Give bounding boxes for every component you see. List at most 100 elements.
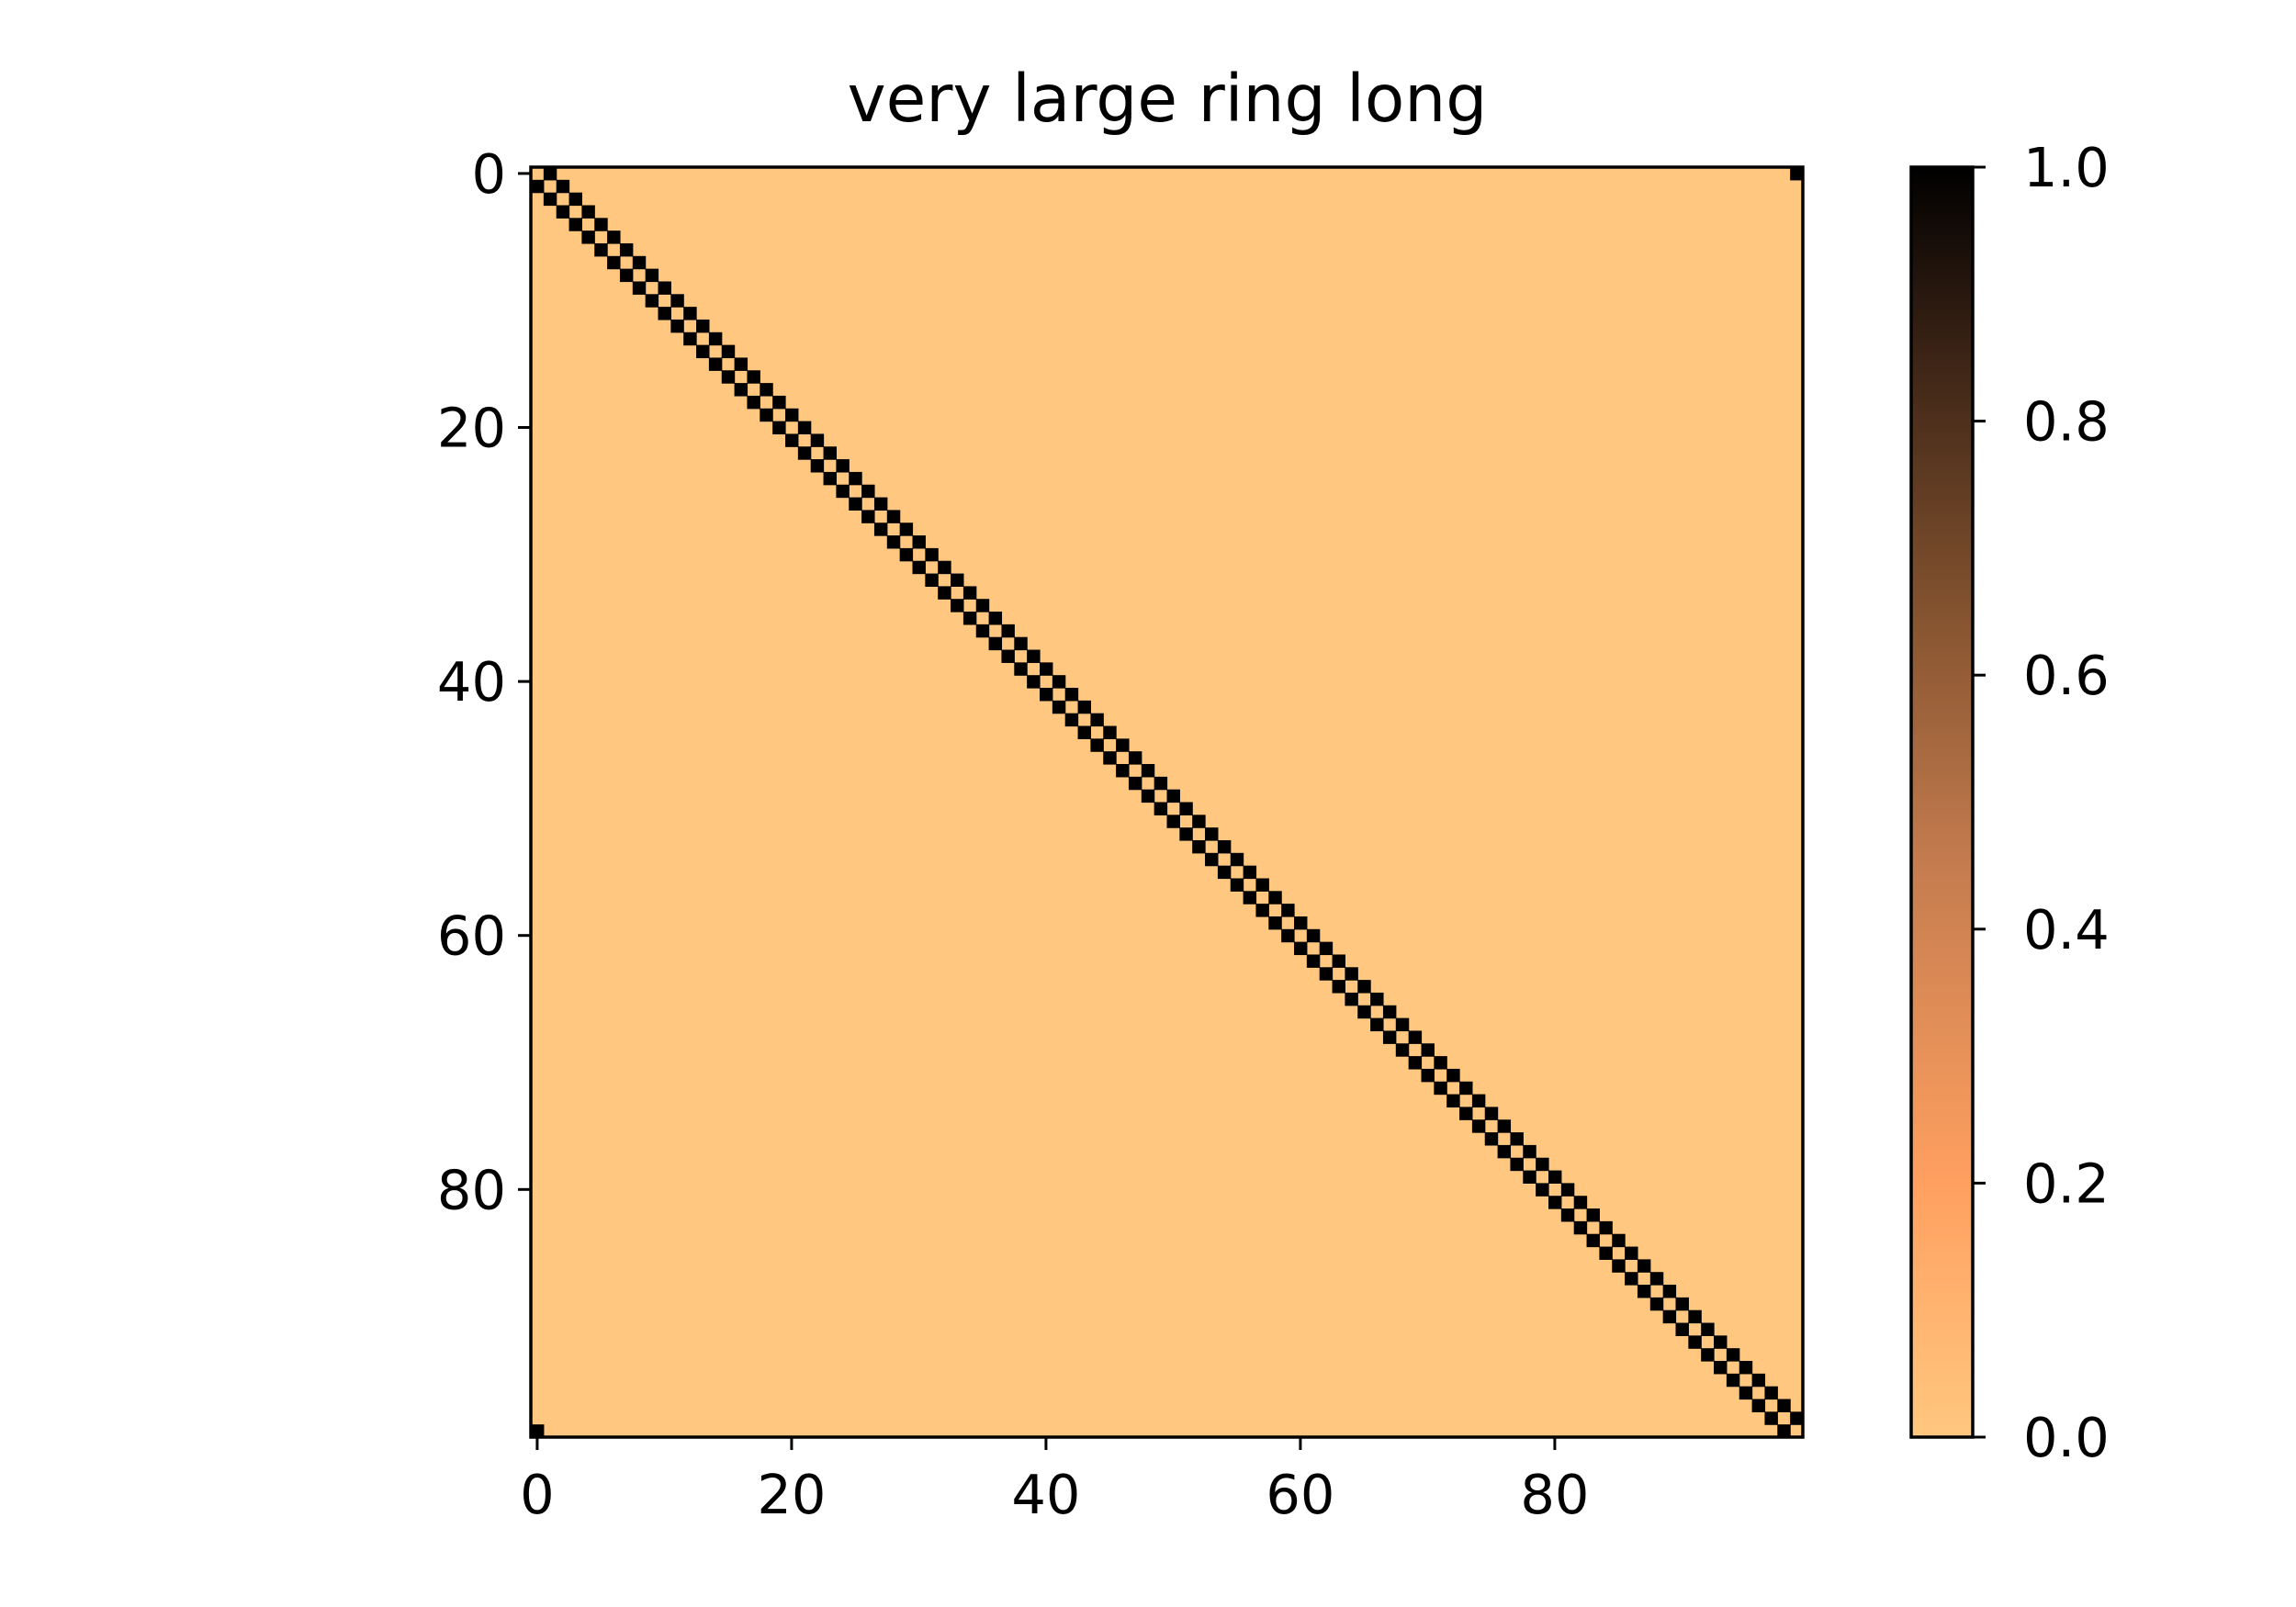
heatmap-cell	[1612, 1233, 1626, 1248]
heatmap-cell	[1599, 1246, 1613, 1260]
heatmap-cell	[1001, 649, 1015, 663]
heatmap-cell	[1625, 1272, 1638, 1286]
heatmap-cell	[1268, 916, 1282, 930]
heatmap-cell	[1739, 1361, 1753, 1375]
heatmap-cell	[1040, 662, 1053, 676]
heatmap-cell	[543, 167, 557, 181]
heatmap-cell	[1649, 1297, 1664, 1311]
heatmap-cell	[1714, 1361, 1728, 1375]
heatmap-cell	[1662, 1309, 1677, 1324]
heatmap-cell	[1395, 1043, 1410, 1057]
heatmap-cell	[810, 433, 825, 447]
heatmap-cell	[1166, 789, 1180, 804]
heatmap-cell	[1345, 992, 1358, 1006]
heatmap-cell	[708, 332, 723, 346]
colorbar-tick-label: 0.8	[2023, 390, 2110, 454]
colorbar	[1911, 167, 1973, 1437]
heatmap-cell	[962, 586, 977, 600]
heatmap-cell	[1701, 1348, 1715, 1362]
heatmap-cell	[1459, 1107, 1473, 1120]
heatmap-cell	[1510, 1157, 1524, 1172]
heatmap-cell	[1128, 776, 1142, 791]
heatmap-cell	[836, 484, 850, 499]
heatmap-cell	[1560, 1208, 1575, 1222]
heatmap-cell	[1382, 1005, 1397, 1019]
heatmap-cell	[670, 294, 684, 308]
heatmap-cell	[1294, 941, 1308, 956]
heatmap-cell	[1052, 675, 1066, 689]
heatmap-cell	[912, 560, 926, 575]
heatmap-cell	[1027, 649, 1041, 663]
heatmap-cell	[760, 408, 773, 422]
heatmap-cell	[1599, 1220, 1613, 1235]
y-tick-label: 60	[437, 905, 506, 968]
heatmap-cell	[658, 307, 671, 320]
chart-title: very large ring long	[848, 61, 1488, 137]
x-tick-label: 40	[1011, 1463, 1080, 1526]
colorbar-frame	[1909, 165, 1975, 1439]
x-tick-label: 20	[757, 1463, 826, 1526]
heatmap-cell	[1179, 802, 1193, 815]
x-tick-label: 0	[520, 1463, 555, 1526]
heatmap-cell	[1790, 1411, 1804, 1425]
colorbar-tick-label: 0.4	[2023, 898, 2110, 961]
heatmap-cell	[1357, 980, 1371, 994]
heatmap-cell	[1014, 636, 1028, 651]
heatmap-cell	[1001, 624, 1015, 638]
heatmap-cell	[1027, 675, 1041, 689]
heatmap-cell	[1471, 1094, 1486, 1108]
y-axis: 0 20 40 60 80	[437, 142, 531, 1221]
heatmap-cell	[1649, 1272, 1664, 1286]
heatmap-cell	[1230, 852, 1244, 867]
y-tick-label: 0	[471, 142, 506, 206]
heatmap-cell	[1497, 1144, 1512, 1159]
heatmap-cell	[1103, 725, 1117, 739]
heatmap-cell	[1370, 1017, 1384, 1032]
colorbar-tick-label: 0.6	[2023, 644, 2110, 707]
heatmap-cell	[861, 484, 875, 499]
colorbar-axis: 0.0 0.2 0.4 0.6 0.8 1.0	[1973, 136, 2110, 1469]
heatmap-cell	[1306, 928, 1321, 943]
heatmap-cell	[975, 624, 990, 638]
heatmap-cell	[1726, 1373, 1740, 1388]
heatmap-cell	[938, 560, 951, 575]
heatmap-cell	[683, 307, 697, 320]
heatmap-cell	[873, 497, 888, 511]
heatmap-cell	[1090, 738, 1104, 752]
heatmap-cell	[632, 255, 647, 270]
heatmap-cell	[1077, 700, 1091, 714]
heatmap-cell	[734, 383, 748, 397]
heatmap-cell	[734, 357, 748, 371]
heatmap-cell	[1382, 1030, 1397, 1044]
heatmap-cell	[1192, 839, 1206, 854]
heatmap-cell	[1370, 992, 1384, 1006]
heatmap-cell	[1255, 878, 1269, 892]
heatmap-cell	[556, 179, 570, 194]
heatmap-cell	[823, 471, 837, 486]
heatmap-cell	[1751, 1373, 1766, 1388]
heatmap-cell	[1281, 904, 1295, 917]
heatmap-cell	[1662, 1285, 1677, 1298]
heatmap-cell	[619, 242, 634, 257]
heatmap-cell	[531, 179, 545, 194]
colorbar-tick-label: 1.0	[2023, 136, 2110, 199]
heatmap-cell	[1586, 1233, 1600, 1248]
heatmap-cell	[836, 459, 850, 473]
heatmap-cell	[1726, 1348, 1740, 1362]
heatmap-cell	[721, 344, 736, 359]
heatmap-cell	[1052, 700, 1066, 714]
colorbar-tick-label: 0.0	[2023, 1406, 2110, 1469]
heatmap-cell	[1116, 738, 1130, 752]
heatmap-cell	[1446, 1094, 1460, 1108]
heatmap-cell	[1141, 764, 1155, 778]
heatmap-cell	[810, 459, 825, 473]
heatmap-cell	[645, 268, 659, 283]
heatmap-cell	[1523, 1144, 1536, 1159]
heatmap-cell	[861, 510, 875, 523]
heatmap-cell	[938, 586, 951, 600]
heatmap-cell	[670, 319, 684, 333]
heatmap-cell	[1345, 967, 1358, 981]
heatmap-cell	[797, 446, 812, 460]
heatmap-cell	[1154, 776, 1168, 791]
heatmap-cell	[556, 205, 570, 219]
